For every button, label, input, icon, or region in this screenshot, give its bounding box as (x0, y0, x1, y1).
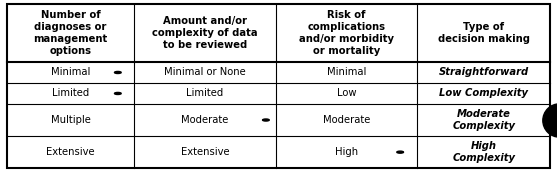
Text: Minimal or None: Minimal or None (164, 67, 246, 77)
Circle shape (115, 92, 121, 94)
Circle shape (397, 151, 403, 153)
Circle shape (262, 119, 269, 121)
Text: Number of
diagnoses or
management
options: Number of diagnoses or management option… (33, 10, 108, 56)
Circle shape (115, 71, 121, 73)
Text: High
Complexity: High Complexity (452, 141, 515, 163)
Text: Limited: Limited (187, 88, 224, 98)
Text: Type of
decision making: Type of decision making (438, 22, 530, 44)
Text: Extensive: Extensive (181, 147, 229, 157)
Text: Minimal: Minimal (327, 67, 366, 77)
Point (555, 119, 557, 121)
Text: Moderate: Moderate (323, 115, 370, 125)
Text: High: High (335, 147, 358, 157)
Text: Low Complexity: Low Complexity (439, 88, 528, 98)
Text: Risk of
complications
and/or morbidity
or mortality: Risk of complications and/or morbidity o… (299, 10, 394, 56)
Text: Extensive: Extensive (46, 147, 95, 157)
Text: Amount and/or
complexity of data
to be reviewed: Amount and/or complexity of data to be r… (152, 16, 258, 50)
Text: Moderate: Moderate (182, 115, 229, 125)
Text: Limited: Limited (52, 88, 89, 98)
Text: Low: Low (336, 88, 356, 98)
Text: Moderate
Complexity: Moderate Complexity (452, 109, 515, 131)
Text: Minimal: Minimal (51, 67, 90, 77)
Text: Straightforward: Straightforward (439, 67, 529, 77)
Text: Multiple: Multiple (51, 115, 90, 125)
